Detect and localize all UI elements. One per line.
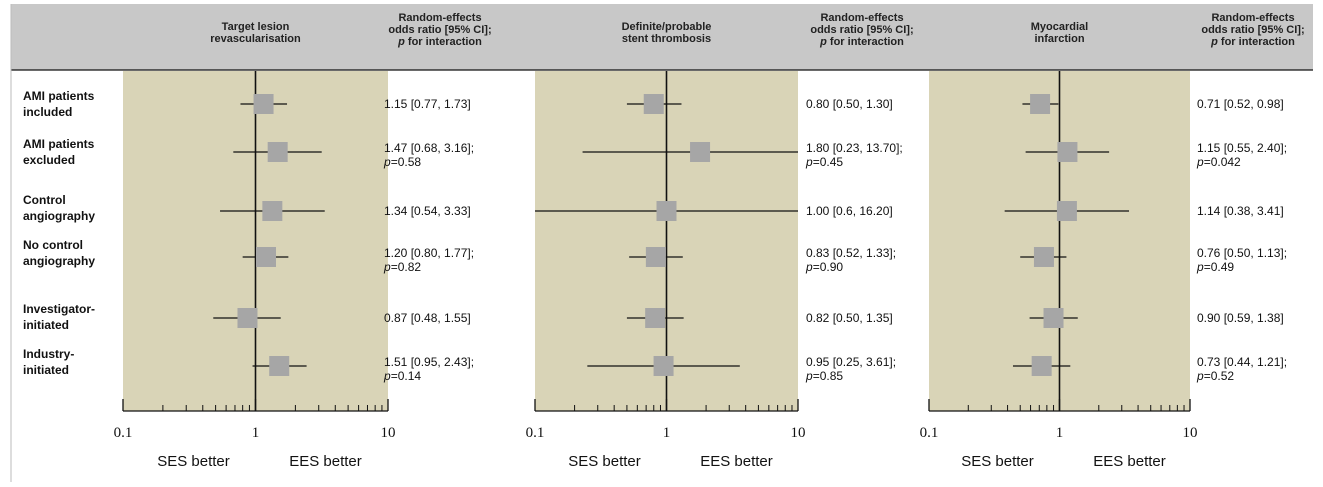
- panel-title: stent thrombosis: [622, 33, 711, 45]
- subgroup-label: initiated: [23, 318, 69, 332]
- point-estimate-marker: [1057, 142, 1078, 162]
- ci-column-header: Random-effects: [1211, 12, 1294, 24]
- x-tick-label: 10: [1183, 425, 1198, 441]
- point-estimate-marker: [269, 356, 290, 376]
- ci-value-label: 1.15 [0.55, 2.40];: [1197, 141, 1287, 155]
- ci-column-header: Random-effects: [820, 12, 903, 24]
- point-estimate-marker: [237, 308, 258, 328]
- ci-value-label: 0.87 [0.48, 1.55]: [384, 311, 471, 325]
- direction-label-right: EES better: [700, 453, 773, 470]
- ci-value-label: 1.20 [0.80, 1.77];: [384, 246, 474, 260]
- point-estimate-marker: [656, 201, 677, 221]
- ci-column-header: p for interaction: [397, 36, 482, 48]
- subgroup-label: excluded: [23, 153, 75, 167]
- point-estimate-marker: [1030, 94, 1051, 114]
- panel-title: infarction: [1034, 33, 1084, 45]
- point-estimate-marker: [1043, 308, 1064, 328]
- ci-value-label: 0.71 [0.52, 0.98]: [1197, 97, 1284, 111]
- ci-value-label: p=0.82: [383, 260, 421, 274]
- ci-value-label: p=0.45: [805, 155, 843, 169]
- ci-value-label: p=0.58: [383, 155, 421, 169]
- ci-value-label: 1.00 [0.6, 16.20]: [806, 204, 893, 218]
- direction-label-left: SES better: [568, 453, 641, 470]
- ci-value-label: 1.14 [0.38, 3.41]: [1197, 204, 1284, 218]
- ci-value-label: 0.95 [0.25, 3.61];: [806, 355, 896, 369]
- ci-column-header: p for interaction: [1210, 36, 1295, 48]
- ci-column-header: Random-effects: [398, 12, 481, 24]
- ci-column-header: odds ratio [95% CI];: [388, 24, 491, 36]
- x-tick-label: 10: [381, 425, 396, 441]
- ci-value-label: 0.83 [0.52, 1.33];: [806, 246, 896, 260]
- subgroup-label: angiography: [23, 254, 95, 268]
- ci-value-label: p=0.90: [805, 260, 843, 274]
- x-tick-label: 1: [663, 425, 671, 441]
- point-estimate-marker: [690, 142, 711, 162]
- subgroup-label: Industry-: [23, 347, 74, 361]
- direction-label-left: SES better: [961, 453, 1034, 470]
- panel-title: Definite/probable: [622, 21, 712, 33]
- subgroup-label: AMI patients: [23, 137, 95, 151]
- ci-column-header: odds ratio [95% CI];: [1201, 24, 1304, 36]
- subgroup-label: Investigator-: [23, 302, 95, 316]
- x-tick-label: 1: [1056, 425, 1064, 441]
- ci-value-label: 0.73 [0.44, 1.21];: [1197, 355, 1287, 369]
- ci-value-label: p=0.49: [1196, 260, 1234, 274]
- direction-label-right: EES better: [289, 453, 362, 470]
- point-estimate-marker: [253, 94, 274, 114]
- point-estimate-marker: [645, 308, 666, 328]
- point-estimate-marker: [1033, 247, 1054, 267]
- point-estimate-marker: [255, 247, 276, 267]
- subgroup-label: AMI patients: [23, 89, 95, 103]
- point-estimate-marker: [645, 247, 666, 267]
- x-tick-label: 0.1: [114, 425, 133, 441]
- panel-title: Myocardial: [1031, 21, 1088, 33]
- panel-title: Target lesion: [222, 21, 290, 33]
- ci-value-label: 0.82 [0.50, 1.35]: [806, 311, 893, 325]
- x-tick-label: 0.1: [526, 425, 545, 441]
- ci-column-header: odds ratio [95% CI];: [810, 24, 913, 36]
- ci-value-label: 0.80 [0.50, 1.30]: [806, 97, 893, 111]
- point-estimate-marker: [1031, 356, 1052, 376]
- subgroup-label: No control: [23, 238, 83, 252]
- x-tick-label: 0.1: [920, 425, 939, 441]
- subgroup-label: angiography: [23, 209, 95, 223]
- ci-value-label: 0.76 [0.50, 1.13];: [1197, 246, 1287, 260]
- x-tick-label: 10: [791, 425, 806, 441]
- ci-value-label: 1.47 [0.68, 3.16];: [384, 141, 474, 155]
- point-estimate-marker: [653, 356, 674, 376]
- subgroup-label: included: [23, 105, 72, 119]
- header-band: [11, 4, 1313, 70]
- ci-value-label: 0.90 [0.59, 1.38]: [1197, 311, 1284, 325]
- point-estimate-marker: [1056, 201, 1077, 221]
- point-estimate-marker: [643, 94, 664, 114]
- subgroup-label: Control: [23, 193, 66, 207]
- direction-label-right: EES better: [1093, 453, 1166, 470]
- ci-value-label: 1.15 [0.77, 1.73]: [384, 97, 471, 111]
- point-estimate-marker: [267, 142, 288, 162]
- panel-title: revascularisation: [210, 33, 301, 45]
- x-tick-label: 1: [252, 425, 260, 441]
- ci-value-label: p=0.85: [805, 369, 843, 383]
- ci-value-label: 1.80 [0.23, 13.70];: [806, 141, 903, 155]
- ci-value-label: 1.34 [0.54, 3.33]: [384, 204, 471, 218]
- direction-label-left: SES better: [157, 453, 230, 470]
- subgroup-label: initiated: [23, 363, 69, 377]
- point-estimate-marker: [262, 201, 283, 221]
- ci-value-label: p=0.042: [1196, 155, 1241, 169]
- ci-value-label: p=0.52: [1196, 369, 1234, 383]
- ci-column-header: p for interaction: [819, 36, 904, 48]
- ci-value-label: 1.51 [0.95, 2.43];: [384, 355, 474, 369]
- ci-value-label: p=0.14: [383, 369, 421, 383]
